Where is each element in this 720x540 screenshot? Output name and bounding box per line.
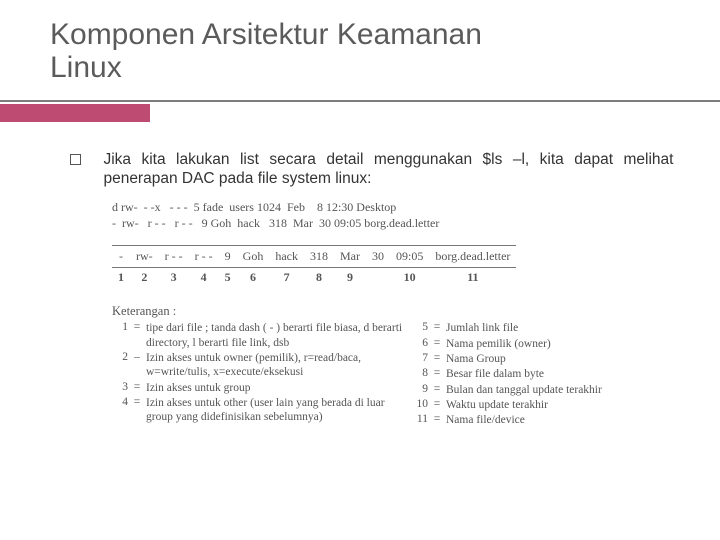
legend-num: 9 — [412, 383, 428, 397]
field-cell: hack — [269, 246, 304, 268]
legend-num: 8 — [412, 367, 428, 381]
legend-num: 5 — [412, 321, 428, 335]
legend-eq: = — [128, 321, 146, 350]
legend-eq: = — [128, 381, 146, 395]
field-number: 10 — [390, 268, 429, 289]
legend-text: Nama file/device — [446, 413, 672, 427]
field-cell: Mar — [334, 246, 366, 268]
legend-left-col: 1=tipe dari file ; tanda dash ( - ) bera… — [112, 321, 412, 429]
legend: 1=tipe dari file ; tanda dash ( - ) bera… — [112, 321, 680, 429]
legend-text: Izin akses untuk owner (pemilik), r=read… — [146, 351, 412, 380]
legend-text: Nama pemilik (owner) — [446, 337, 672, 351]
legend-eq: = — [428, 383, 446, 397]
field-number: 2 — [130, 268, 159, 289]
legend-eq: = — [428, 321, 446, 335]
legend-text: Jumlah link file — [446, 321, 672, 335]
field-cell: borg.dead.letter — [429, 246, 516, 268]
legend-right-col: 5=Jumlah link file6=Nama pemilik (owner)… — [412, 321, 672, 429]
legend-num: 7 — [412, 352, 428, 366]
legend-eq: – — [128, 351, 146, 380]
legend-item: 2–Izin akses untuk owner (pemilik), r=re… — [112, 351, 412, 380]
field-cell: r - - — [159, 246, 189, 268]
legend-item: 7=Nama Group — [412, 352, 672, 366]
bullet-icon — [70, 154, 81, 165]
legend-title: Keterangan : — [112, 304, 680, 319]
field-table: -rw-r - -r - -9Gohhack318Mar3009:05borg.… — [112, 245, 516, 288]
legend-eq: = — [428, 337, 446, 351]
legend-item: 10=Waktu update terakhir — [412, 398, 672, 412]
legend-item: 4=Izin akses untuk other (user lain yang… — [112, 396, 412, 425]
legend-text: tipe dari file ; tanda dash ( - ) berart… — [146, 321, 412, 350]
legend-text: Izin akses untuk group — [146, 381, 412, 395]
field-number: 4 — [189, 268, 219, 289]
legend-num: 10 — [412, 398, 428, 412]
field-number: 8 — [304, 268, 334, 289]
legend-text: Nama Group — [446, 352, 672, 366]
title-line-1: Komponen Arsitektur Keamanan — [50, 18, 482, 51]
legend-item: 8=Besar file dalam byte — [412, 367, 672, 381]
legend-text: Waktu update terakhir — [446, 398, 672, 412]
field-cell: 318 — [304, 246, 334, 268]
legend-num: 4 — [112, 396, 128, 425]
field-cell: - — [112, 246, 130, 268]
title-line-2: Linux — [50, 51, 122, 84]
field-number: 9 — [334, 268, 366, 289]
legend-eq: = — [128, 396, 146, 425]
field-cell: 30 — [366, 246, 390, 268]
field-number: 6 — [237, 268, 270, 289]
legend-eq: = — [428, 352, 446, 366]
legend-eq: = — [428, 367, 446, 381]
field-cell: 9 — [219, 246, 237, 268]
body-paragraph: Jika kita lakukan list secara detail men… — [103, 150, 673, 189]
field-cell: rw- — [130, 246, 159, 268]
ls-output: d rw- - -x - - - 5 fade users 1024 Feb 8… — [112, 199, 680, 231]
legend-num: 3 — [112, 381, 128, 395]
legend-item: 5=Jumlah link file — [412, 321, 672, 335]
field-row: -rw-r - -r - -9Gohhack318Mar3009:05borg.… — [112, 246, 516, 268]
legend-item: 11=Nama file/device — [412, 413, 672, 427]
accent-bar — [0, 104, 150, 122]
legend-eq: = — [428, 398, 446, 412]
legend-item: 6=Nama pemilik (owner) — [412, 337, 672, 351]
legend-item: 1=tipe dari file ; tanda dash ( - ) bera… — [112, 321, 412, 350]
legend-num: 1 — [112, 321, 128, 350]
legend-item: 9=Bulan dan tanggal update terakhir — [412, 383, 672, 397]
content-area: Jika kita lakukan list secara detail men… — [70, 150, 680, 429]
legend-num: 11 — [412, 413, 428, 427]
legend-eq: = — [428, 413, 446, 427]
field-number: 5 — [219, 268, 237, 289]
field-number: 3 — [159, 268, 189, 289]
legend-num: 2 — [112, 351, 128, 380]
slide-title: Komponen Arsitektur Keamanan Linux — [0, 0, 720, 84]
legend-text: Besar file dalam byte — [446, 367, 672, 381]
legend-text: Bulan dan tanggal update terakhir — [446, 383, 672, 397]
field-number — [366, 268, 390, 289]
title-underline — [0, 100, 720, 102]
field-cell: Goh — [237, 246, 270, 268]
field-numbers: 123456789 1011 — [112, 268, 516, 289]
field-number: 1 — [112, 268, 130, 289]
legend-item: 3=Izin akses untuk group — [112, 381, 412, 395]
field-cell: 09:05 — [390, 246, 429, 268]
legend-num: 6 — [412, 337, 428, 351]
legend-text: Izin akses untuk other (user lain yang b… — [146, 396, 412, 425]
field-number: 7 — [269, 268, 304, 289]
field-cell: r - - — [189, 246, 219, 268]
field-number: 11 — [429, 268, 516, 289]
